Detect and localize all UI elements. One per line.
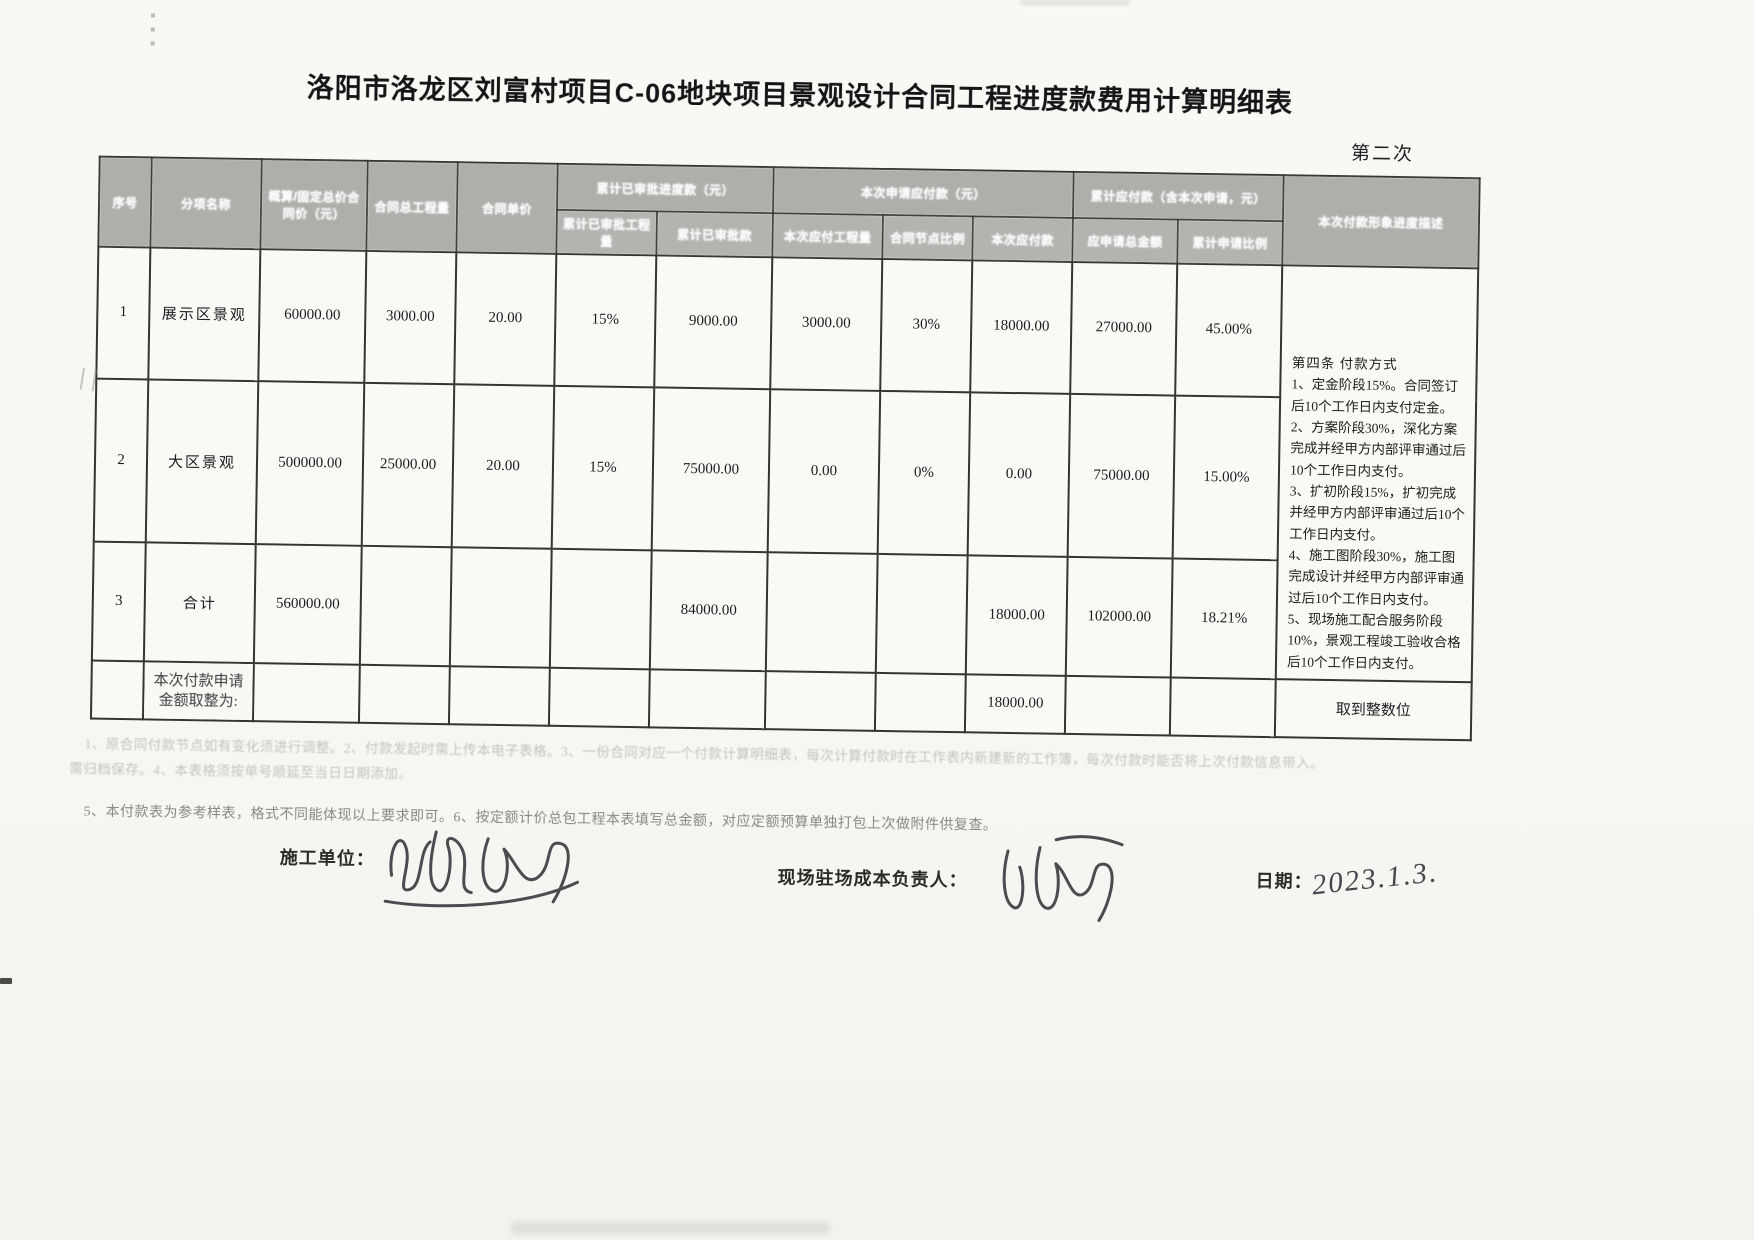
contractor-signature-scribble (383, 830, 579, 908)
header-approved-amt: 累计已审批款 (656, 211, 774, 258)
cost-lead-label: 现场驻场成本负责人： (777, 867, 968, 891)
cell-item-name: 展示区景观 (148, 247, 261, 381)
cell-approved-qty: 15% (554, 253, 657, 387)
cell-contract-qty: 3000.00 (364, 250, 457, 384)
cell-unit-price (449, 547, 552, 668)
footnote-faded-line-2: 需归档保存。4、本表格须按单号顺延至当日日期添加。 (69, 761, 413, 782)
cell-applied-total: 102000.00 (1065, 556, 1173, 678)
cell-current-qty: 0.00 (767, 388, 881, 554)
date-label: 日期： (1255, 870, 1313, 892)
cell-seq: 1 (96, 246, 151, 380)
cell-node-pct (874, 672, 966, 733)
cell-current-due: 18000.00 (970, 260, 1073, 394)
cell-applied-pct: 18.21% (1170, 558, 1278, 680)
rounding-current-due: 18000.00 (964, 674, 1066, 734)
cell-current-due: 18000.00 (965, 555, 1068, 676)
cell-approved-qty: 15% (551, 385, 655, 551)
cell-item-name: 大区景观 (145, 379, 259, 545)
cell-item-name: 合计 (143, 542, 256, 664)
cell-node-pct (875, 553, 968, 675)
table-row: 3 合计 560000.00 84000.00 18000.00 102000.… (91, 541, 1474, 683)
cell-unit-price (448, 666, 550, 726)
cell-applied-total: 75000.00 (1067, 393, 1176, 559)
payment-terms-heading: 第四条 付款方式 (1291, 355, 1398, 373)
page-title: 洛阳市洛龙区刘富村项目C-06地块项目景观设计合同工程进度款费用计算明细表 (306, 72, 1294, 119)
revision-label: 第二次 (1350, 143, 1415, 166)
cell-current-qty (765, 552, 878, 673)
cell-applied-total (1064, 675, 1171, 736)
header-approved-qty: 累计已审批工程量 (556, 209, 658, 256)
cell-unit-price: 20.00 (451, 383, 555, 549)
cell-contract-total: 500000.00 (255, 380, 365, 546)
header-node-pct: 合同节点比例 (882, 214, 973, 261)
header-unit-price: 合同单价 (456, 162, 558, 254)
cell-seq: 3 (91, 541, 146, 662)
cell-applied-pct: 45.00% (1175, 263, 1283, 397)
cell-contract-qty (359, 545, 452, 667)
header-approved-group: 累计已审批进度款（元） (557, 163, 774, 214)
date-handwritten-value: 2023.1.3. (1310, 856, 1440, 902)
contractor-label: 施工单位： (279, 847, 375, 870)
cell-current-qty: 3000.00 (770, 257, 883, 391)
cost-lead-signature-scribble (1002, 835, 1124, 922)
cell-current-due: 0.00 (967, 391, 1071, 557)
payment-term-item: 5、现场施工配合服务阶段10%，景观工程竣工验收合格后10个工作日内支付。 (1286, 611, 1461, 672)
cell-applied-pct (1169, 677, 1276, 738)
cell-unit-price: 20.00 (454, 252, 557, 386)
header-current-qty: 本次应付工程量 (772, 213, 883, 259)
scan-artifact-top-smudge (1020, 0, 1130, 5)
cell-applied-total: 27000.00 (1070, 261, 1178, 396)
header-current-due: 本次应付款 (972, 216, 1074, 262)
header-contract-total: 概算/固定总价合同价（元） (260, 159, 368, 251)
cell-contract-total: 560000.00 (253, 544, 362, 665)
header-item-name: 分项名称 (150, 157, 262, 250)
cell-approved-amt: 84000.00 (649, 550, 768, 672)
cell-contract-total (252, 663, 360, 723)
cell-approved-amt: 9000.00 (654, 255, 773, 389)
header-current-group: 本次申请应付款（元） (773, 167, 1074, 218)
cell-approved-amt: 75000.00 (651, 386, 771, 553)
cell-approved-qty (548, 667, 650, 728)
cell-contract-qty (358, 664, 450, 725)
scan-artifact-dots (150, 13, 156, 54)
cell-contract-total: 60000.00 (258, 249, 367, 383)
cell-node-pct: 30% (880, 258, 973, 392)
cell-current-qty (764, 671, 876, 731)
cell-approved-amt (648, 669, 766, 730)
header-contract-qty: 合同总工程量 (366, 160, 458, 253)
payment-term-item: 2、方案阶段30%，深化方案完成并经甲方内部评审通过后10个工作日内支付。 (1289, 419, 1467, 479)
cell-approved-qty (549, 548, 652, 670)
table-row: 2 大区景观 500000.00 25000.00 20.00 15% 7500… (93, 378, 1476, 563)
header-applied-pct: 累计申请比例 (1177, 219, 1283, 266)
rounding-label: 本次付款申请金额取整为: (142, 661, 254, 722)
cell-seq: 2 (93, 378, 149, 543)
rounding-progress-desc: 取到整数位 (1274, 679, 1472, 741)
header-applied-total: 应申请总金额 (1072, 217, 1178, 264)
cell-contract-qty: 25000.00 (361, 382, 455, 548)
table-row: 1 展示区景观 60000.00 3000.00 20.00 15% 9000.… (96, 246, 1479, 683)
payment-term-item: 1、定金阶段15%。合同签订后10个工作日内支付定金。 (1290, 376, 1459, 416)
progress-payment-table: 序号 分项名称 概算/固定总价合同价（元） 合同总工程量 合同单价 累计已审批进… (89, 155, 1481, 742)
header-progress-desc: 本次付款形象进度描述 (1282, 175, 1480, 269)
payment-term-item: 3、扩初阶段15%，扩初完成并经甲方内部评审通过后10个工作日内支付。 (1288, 483, 1466, 543)
payment-term-item: 4、施工图阶段30%，施工图完成设计并经甲方内部评审通过后10个工作日内支付。 (1287, 547, 1465, 608)
cell-seq (90, 660, 144, 720)
payment-terms-cell: 第四条 付款方式 1、定金阶段15%。合同签订后10个工作日内支付定金。 2、方… (1275, 265, 1479, 683)
header-cumulative-group: 累计应付款（含本次申请，元） (1073, 171, 1284, 222)
header-seq: 序号 (98, 156, 152, 248)
cell-applied-pct: 15.00% (1172, 395, 1281, 561)
cell-node-pct: 0% (877, 390, 971, 556)
